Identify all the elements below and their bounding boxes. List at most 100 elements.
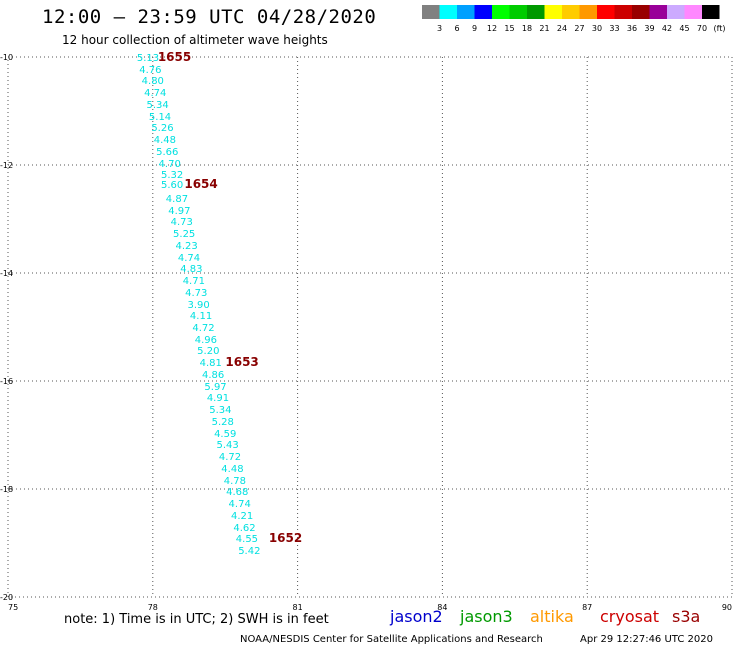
- swh-point: 4.71: [183, 276, 205, 287]
- generated-timestamp: Apr 29 12:27:46 UTC 2020: [580, 634, 713, 645]
- x-tick-label: 87: [582, 603, 592, 612]
- swh-point: 4.72: [219, 452, 241, 463]
- chart-subtitle: 12 hour collection of altimeter wave hei…: [62, 33, 328, 47]
- swh-point: 4.55: [236, 534, 258, 545]
- swh-point: 4.81: [200, 358, 222, 369]
- swh-point: 5.43: [216, 440, 238, 451]
- y-tick-label: -10: [0, 53, 13, 62]
- swh-point: 4.97: [168, 206, 190, 217]
- swh-point: 4.48: [221, 464, 243, 475]
- swh-point: 5.26: [151, 123, 173, 134]
- swh-point: 4.62: [233, 523, 255, 534]
- satellite-jason2: jason2: [390, 607, 443, 626]
- legend-swatch: [544, 5, 562, 19]
- swh-point: 4.96: [195, 335, 217, 346]
- chart-grid: [8, 57, 732, 597]
- y-tick-label: -18: [0, 485, 13, 494]
- swh-point: 4.21: [231, 511, 253, 522]
- plot-frame: [7, 56, 733, 598]
- y-tick-label: -12: [0, 161, 13, 170]
- legend-label: 70: [697, 24, 707, 33]
- legend-swatch: [684, 5, 702, 19]
- swh-point: 5.66: [156, 147, 178, 158]
- legend-label: 15: [504, 24, 514, 33]
- swh-point: 4.72: [192, 323, 214, 334]
- legend-swatch: [632, 5, 650, 19]
- satellite-cryosat: cryosat: [600, 607, 660, 626]
- legend-unit: (ft): [714, 24, 726, 33]
- swh-point: 5.97: [204, 382, 226, 393]
- swh-point: 5.13: [137, 53, 159, 64]
- y-tick-label: -20: [0, 593, 13, 602]
- satellite-s3a: s3a: [672, 607, 701, 626]
- legend-swatch: [509, 5, 527, 19]
- swh-point: 4.11: [190, 311, 212, 322]
- swh-point: 4.83: [180, 264, 202, 275]
- x-tick-label: 78: [148, 603, 158, 612]
- satellite-altika: altika: [530, 607, 574, 626]
- swh-point: 4.74: [144, 88, 166, 99]
- y-tick-label: -14: [0, 269, 13, 278]
- legend-swatch: [562, 5, 580, 19]
- swh-point: 3.90: [188, 300, 210, 311]
- time-label: 1653: [225, 355, 258, 369]
- swh-point: 5.34: [146, 100, 168, 111]
- swh-point: 4.70: [159, 159, 181, 170]
- credit-line: NOAA/NESDIS Center for Satellite Applica…: [240, 634, 543, 645]
- swh-point: 4.68: [226, 487, 248, 498]
- legend-label: 45: [679, 24, 689, 33]
- time-label: 1654: [184, 177, 217, 191]
- swh-point: 5.34: [209, 405, 231, 416]
- legend-label: 33: [609, 24, 619, 33]
- swh-point: 4.73: [171, 217, 193, 228]
- legend-label: 27: [574, 24, 584, 33]
- legend-label: 42: [662, 24, 672, 33]
- swh-point: 4.74: [178, 253, 200, 264]
- time-label: 1655: [158, 50, 191, 64]
- x-tick-label: 75: [8, 603, 18, 612]
- swh-point: 5.14: [149, 112, 171, 123]
- swh-point: 5.25: [173, 229, 195, 240]
- swh-point: 4.59: [214, 429, 236, 440]
- legend-label: 6: [454, 24, 459, 33]
- chart-axes: 75 78 81 84 87 90 -10 -12 -14 -16 -18 -20: [0, 53, 733, 612]
- legend-label: 18: [522, 24, 532, 33]
- legend-swatch: [457, 5, 475, 19]
- swh-point: 5.42: [238, 546, 260, 557]
- x-tick-label: 84: [437, 603, 447, 612]
- legend-label: 30: [592, 24, 602, 33]
- swh-point: 4.78: [224, 476, 246, 487]
- swh-point: 4.87: [166, 194, 188, 205]
- legend-swatch: [702, 5, 720, 19]
- legend-swatch: [667, 5, 685, 19]
- legend-swatch: [439, 5, 457, 19]
- swh-point: 4.76: [139, 65, 161, 76]
- legend-label: 36: [627, 24, 637, 33]
- swh-point: 5.32: [161, 170, 183, 181]
- legend-swatch: [492, 5, 510, 19]
- swh-point: 4.86: [202, 370, 224, 381]
- y-tick-label: -16: [0, 377, 13, 386]
- swh-point: 5.20: [197, 346, 219, 357]
- legend-swatch: [422, 5, 440, 19]
- legend-label: 39: [644, 24, 654, 33]
- legend-label: 12: [487, 24, 497, 33]
- x-tick-label: 90: [722, 603, 732, 612]
- chart-title: 12:00 – 23:59 UTC 04/28/2020: [42, 6, 377, 28]
- satellite-jason3: jason3: [460, 607, 513, 626]
- legend-swatch: [579, 5, 597, 19]
- time-label: 1652: [269, 531, 302, 545]
- swh-point: 4.91: [207, 393, 229, 404]
- swh-point: 5.60: [161, 180, 183, 191]
- footer-note: note: 1) Time is in UTC; 2) SWH is in fe…: [64, 612, 329, 627]
- legend-swatch: [614, 5, 632, 19]
- swh-points: 5.134.764.804.745.345.145.264.485.664.70…: [137, 53, 261, 557]
- legend-swatch: [597, 5, 615, 19]
- legend-label: 21: [539, 24, 549, 33]
- time-labels: 1655 1654 1653 1652: [158, 50, 302, 545]
- legend-label: 3: [437, 24, 442, 33]
- swh-point: 4.23: [175, 241, 197, 252]
- legend-swatch: [474, 5, 492, 19]
- legend-label: 24: [557, 24, 567, 33]
- x-tick-label: 81: [293, 603, 303, 612]
